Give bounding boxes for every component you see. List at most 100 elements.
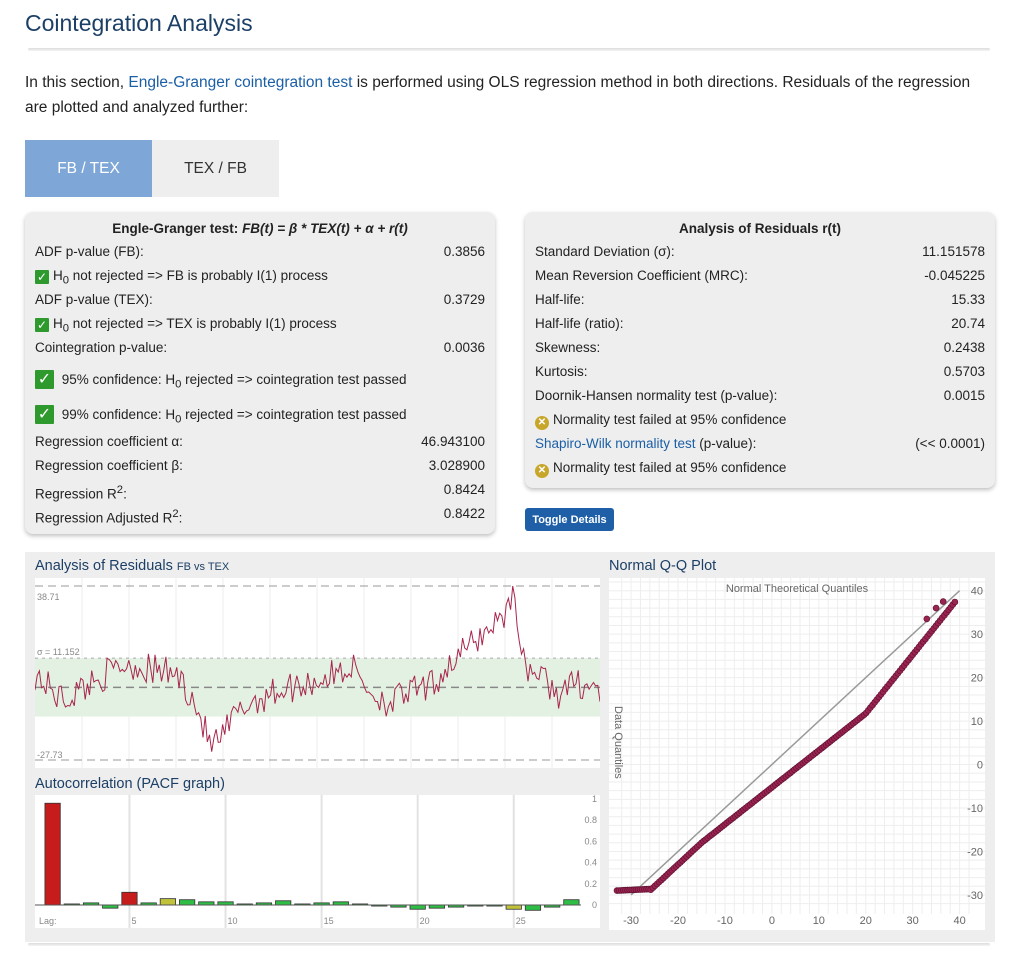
h0-subscript: 0: [175, 413, 182, 426]
pacf-bar: [179, 899, 196, 906]
engle-formula: FB(t) = β * TEX(t) + α + r(t): [242, 221, 408, 236]
y-tick-label: -30: [967, 890, 983, 902]
beta-value: 3.028900: [428, 458, 485, 473]
x-tick-label: 25: [516, 916, 526, 926]
skewness-value: 0.2438: [943, 340, 985, 355]
adf-fb-label: ADF p-value (FB):: [35, 244, 144, 259]
reference-line: [630, 590, 961, 896]
sigma-label: σ = 11.152: [37, 647, 80, 657]
y-tick-label: 30: [971, 629, 983, 641]
conf95-prefix: 95% confidence:: [61, 372, 166, 387]
shapiro-wilk-link[interactable]: Shapiro-Wilk normality test: [535, 436, 696, 451]
pacf-bar: [121, 891, 138, 906]
r2-colon: :: [123, 486, 127, 502]
residuals-chart-title: Analysis of Residuals FB vs TEX: [35, 558, 229, 574]
half-life-value: 15.33: [951, 292, 985, 307]
check-icon: ✓: [35, 405, 54, 424]
toggle-details-button[interactable]: Toggle Details: [525, 508, 614, 531]
conf99-row: ✓ 99% confidence: H0 rejected => cointeg…: [25, 395, 495, 430]
fb-note: not rejected => FB is probably I(1) proc…: [72, 268, 328, 283]
pacf-chart-title: Autocorrelation (PACF graph): [35, 776, 225, 792]
page-title: Cointegration Analysis: [25, 10, 253, 36]
check-icon: ✓: [35, 318, 49, 332]
conf99-suffix: rejected => cointegration test passed: [185, 407, 407, 422]
skewness-row: Skewness: 0.2438: [525, 336, 995, 360]
residuals-chart-subtitle: FB vs TEX: [176, 561, 230, 573]
adj-r2-superscript: 2: [172, 508, 179, 520]
mrc-row: Mean Reversion Coefficient (MRC): -0.045…: [525, 264, 995, 288]
h0-subscript: 0: [175, 378, 182, 391]
residuals-chart-title-text: Analysis of Residuals: [35, 558, 173, 574]
adj-r2-label: Regression Adjusted R: [35, 510, 173, 526]
tex-note-row: ✓ H0 not rejected => TEX is probably I(1)…: [25, 312, 495, 336]
coint-value: 0.0036: [443, 340, 485, 355]
coint-row: Cointegration p-value: 0.0036: [25, 336, 495, 360]
h0-symbol: H: [165, 407, 176, 422]
conf99-prefix: 99% confidence:: [61, 407, 166, 422]
x-tick-label: 20: [860, 915, 872, 927]
dh-note: Normality test failed at 95% confidence: [553, 412, 787, 427]
qq-scatter-chart: Normal Theoretical Quantiles Data Quantil…: [609, 578, 985, 930]
kurtosis-row: Kurtosis: 0.5703: [525, 360, 995, 384]
std-row: Standard Deviation (σ): 11.151578: [525, 240, 995, 264]
y-tick-label: 0: [977, 760, 983, 772]
h0-subscript: 0: [62, 274, 70, 287]
doornik-hansen-row: Doornik-Hansen normality test (p-value):…: [525, 384, 995, 408]
h0-subscript: 0: [62, 322, 70, 335]
r2-value: 0.8424: [443, 482, 485, 497]
shapiro-wilk-value: (<< 0.0001): [915, 436, 985, 451]
qq-point: [939, 598, 947, 605]
min-label: -27.73: [37, 750, 63, 760]
warning-x-icon: ✕: [535, 464, 549, 478]
x-axis-label: Normal Theoretical Quantiles: [726, 583, 869, 595]
qq-point: [951, 598, 959, 606]
pacf-bar: [524, 904, 542, 911]
y-axis-label: Data Quantiles: [612, 706, 624, 779]
sw-note-row: ✕ Normality test failed at 95% confidence: [525, 456, 995, 480]
y-tick-label: 0.2: [584, 879, 597, 889]
residuals-series-line: [35, 585, 600, 752]
residuals-line-chart: 38.71 σ = 11.152 -27.73: [35, 578, 600, 768]
x-tick-label: 30: [907, 915, 919, 927]
max-label: 38.71: [37, 592, 60, 602]
fb-note-row: ✓ H0 not rejected => FB is probably I(1) …: [25, 264, 495, 288]
title-divider: [28, 48, 990, 51]
pacf-bar-chart: Lag: 5 10 15 20 25 1 0.8 0.6 0.4 0.2 0: [35, 795, 600, 928]
tab-tex-fb[interactable]: TEX / FB: [152, 140, 279, 197]
charts-container: Analysis of Residuals FB vs TEX 38.71 σ =…: [25, 552, 995, 942]
residuals-title: Analysis of Residuals r(t): [678, 221, 842, 236]
y-tick-label: 20: [971, 673, 983, 685]
shapiro-wilk-row: Shapiro-Wilk normality test (p-value): (…: [525, 432, 995, 456]
half-life-ratio-value: 20.74: [951, 316, 985, 331]
adf-tex-label: ADF p-value (TEX):: [35, 292, 153, 307]
pacf-bar: [159, 898, 176, 906]
y-tick-label: 40: [971, 586, 983, 598]
mrc-value: -0.045225: [924, 268, 985, 283]
half-life-row: Half-life: 15.33: [525, 288, 995, 312]
x-tick-label: -10: [717, 915, 733, 927]
x-tick-label: 10: [813, 915, 825, 927]
std-label: Standard Deviation (σ):: [535, 244, 675, 259]
engle-granger-title: Engle-Granger test: FB(t) = β * TEX(t) +…: [25, 212, 495, 240]
kurtosis-value: 0.5703: [943, 364, 985, 379]
engle-granger-link[interactable]: Engle-Granger cointegration test: [128, 74, 353, 91]
coint-label: Cointegration p-value:: [35, 340, 168, 355]
x-tick-label: -20: [670, 915, 686, 927]
x-tick-label: 10: [228, 916, 238, 926]
alpha-row: Regression coefficient α: 46.943100: [25, 430, 495, 454]
qq-point: [932, 604, 940, 612]
tab-fb-tex[interactable]: FB / TEX: [25, 140, 152, 197]
doornik-hansen-value: 0.0015: [943, 388, 985, 403]
y-tick-label: -20: [967, 846, 983, 858]
intro-text-after: is performed using OLS regression method…: [25, 74, 971, 116]
intro-text-before: In this section,: [25, 74, 129, 91]
check-icon: ✓: [35, 270, 49, 284]
adj-r2-row: Regression Adjusted R2: 0.8422: [25, 502, 495, 526]
kurtosis-label: Kurtosis:: [535, 364, 588, 379]
mrc-label: Mean Reversion Coefficient (MRC):: [535, 268, 748, 283]
engle-granger-panel: Engle-Granger test: FB(t) = β * TEX(t) +…: [25, 212, 495, 534]
h0-symbol: H: [165, 372, 176, 387]
check-icon: ✓: [35, 370, 54, 389]
r2-label: Regression R: [35, 486, 117, 502]
h0-symbol: H: [53, 268, 63, 283]
